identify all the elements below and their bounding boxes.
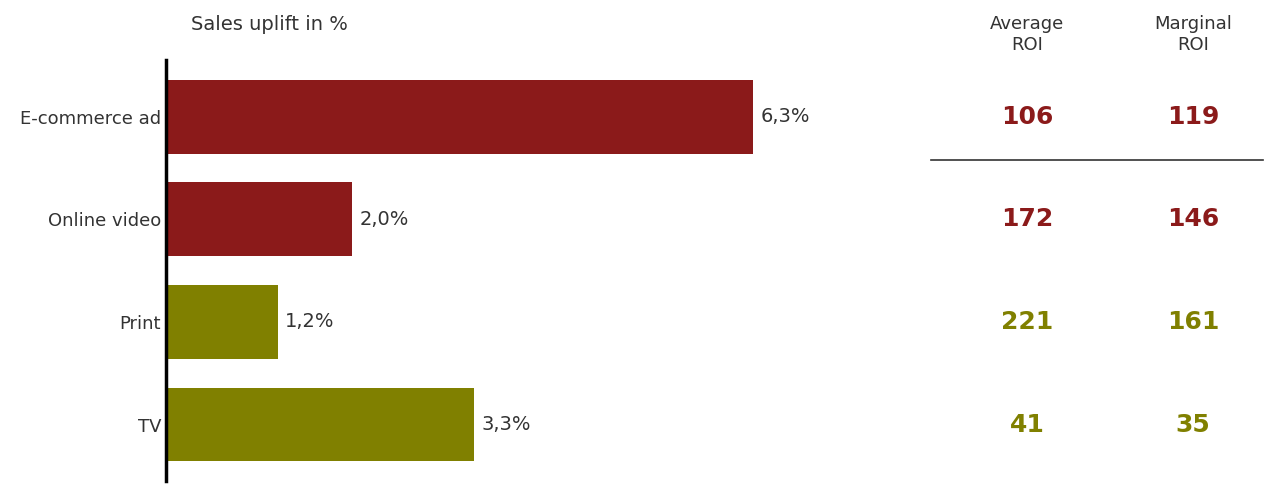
Text: Sales uplift in %: Sales uplift in %: [191, 15, 348, 34]
Text: 2,0%: 2,0%: [360, 210, 410, 229]
Text: 146: 146: [1168, 207, 1219, 231]
Text: 6,3%: 6,3%: [760, 107, 810, 126]
Text: 221: 221: [1002, 310, 1053, 334]
Text: 106: 106: [1000, 105, 1054, 129]
Bar: [166, 285, 278, 359]
Bar: [166, 182, 352, 256]
Text: 1,2%: 1,2%: [286, 312, 334, 331]
Text: 41: 41: [1009, 412, 1045, 436]
Text: 161: 161: [1166, 310, 1220, 334]
Text: 3,3%: 3,3%: [481, 415, 531, 434]
Text: 172: 172: [1002, 207, 1053, 231]
Text: Average
ROI: Average ROI: [990, 15, 1064, 54]
Text: 119: 119: [1166, 105, 1220, 129]
Text: 35: 35: [1175, 412, 1211, 436]
Bar: [166, 80, 753, 153]
Bar: [166, 388, 473, 461]
Text: Marginal
ROI: Marginal ROI: [1154, 15, 1233, 54]
